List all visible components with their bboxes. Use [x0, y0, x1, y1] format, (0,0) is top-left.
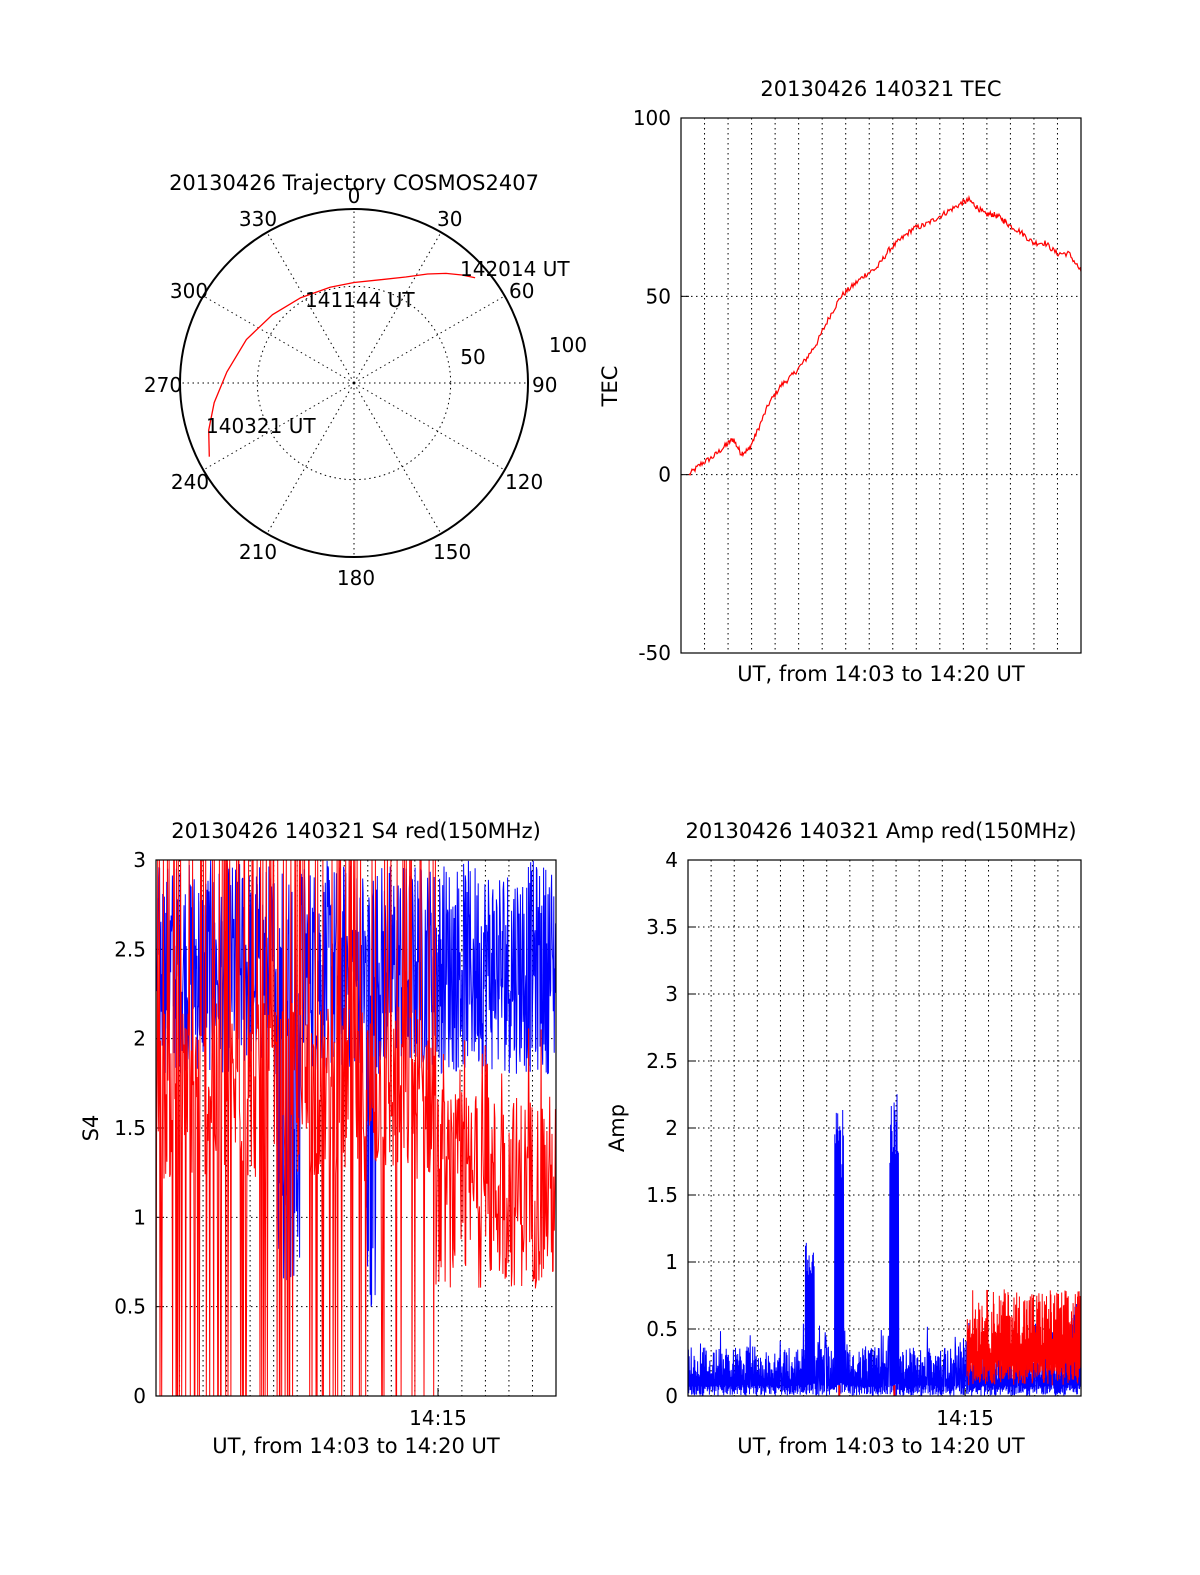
- tec-title: 20130426 140321 TEC: [760, 77, 1001, 101]
- azimuth-label: 210: [239, 540, 277, 564]
- s4-plot-frame: [155, 859, 557, 1397]
- s4-x-label: UT, from 14:03 to 14:20 UT: [212, 1434, 500, 1458]
- polar-spoke: [353, 382, 505, 471]
- s4-y-label: S4: [79, 1115, 103, 1142]
- polar-spoke: [353, 382, 442, 534]
- amp-ytick-label: 3.5: [646, 915, 678, 939]
- amp-ytick-label: 4: [665, 848, 678, 872]
- polar-spoke: [266, 382, 355, 534]
- polar-ring-50: [256, 285, 452, 481]
- s4-ytick-label: 2: [133, 1027, 146, 1051]
- tec-ytick-label: 100: [633, 106, 671, 130]
- amp-x-label: UT, from 14:03 to 14:20 UT: [737, 1434, 1025, 1458]
- s4-ytick-label: 1: [133, 1205, 146, 1229]
- polar-spoke: [203, 382, 355, 471]
- s4-blue-line: [155, 860, 557, 1307]
- azimuth-label: 120: [505, 470, 543, 494]
- amp-y-ticks: 0 0.5 1 1.5 2 2.5 3 3.5 4: [646, 848, 678, 1408]
- azimuth-label: 60: [509, 279, 534, 303]
- s4-xtick-label: 14:15: [409, 1406, 467, 1430]
- amp-ytick-label: 0.5: [646, 1317, 678, 1341]
- azimuth-label: 180: [337, 566, 375, 590]
- amp-blue-line: [687, 1094, 1082, 1397]
- tec-ytick-label: 0: [658, 463, 671, 487]
- polar-azimuth-labels: 0 30 60 90 120 150 180 210 240 270 300 330 50 100: [144, 184, 587, 590]
- tec-line: [688, 194, 1082, 477]
- s4-ytick-label: 0.5: [114, 1295, 146, 1319]
- trajectory-time-label: 141144 UT: [305, 288, 415, 312]
- amp-xtick-label: 14:15: [936, 1406, 994, 1430]
- polar-spoke: [266, 232, 355, 384]
- s4-y-ticks: 0 0.5 1 1.5 2 2.5 3: [114, 848, 146, 1408]
- amp-ytick-label: 2.5: [646, 1049, 678, 1073]
- amp-red-line: [966, 1289, 1082, 1386]
- tec-ytick-label: 50: [646, 284, 671, 308]
- s4-x-ticks: 14:15: [409, 1406, 467, 1430]
- amp-ytick-label: 2: [665, 1116, 678, 1140]
- polar-trajectory-series: [208, 272, 476, 457]
- s4-ytick-label: 1.5: [114, 1116, 146, 1140]
- trajectory-time-label: 142014 UT: [460, 257, 570, 281]
- tec-series: [688, 194, 1082, 477]
- azimuth-label: 270: [144, 373, 182, 397]
- amp-ytick-label: 1.5: [646, 1183, 678, 1207]
- trajectory-time-label: 140321 UT: [206, 414, 316, 438]
- tec-grid: [681, 117, 1081, 654]
- amp-title: 20130426 140321 Amp red(150MHz): [685, 819, 1076, 843]
- s4-ytick-label: 3: [133, 848, 146, 872]
- tec-y-ticks: -50 0 50 100: [633, 106, 671, 665]
- azimuth-label: 30: [437, 207, 462, 231]
- polar-grid: [179, 208, 529, 558]
- amp-panel: 20130426 140321 Amp red(150MHz) 0 0.5 1 1.5…: [605, 819, 1082, 1458]
- polar-spoke: [203, 295, 355, 384]
- azimuth-label: 0: [348, 184, 361, 208]
- tec-y-label: TEC: [598, 366, 622, 408]
- polar-annotations: 142014 UT 141144 UT 140321 UT: [206, 257, 570, 438]
- amp-y-label: Amp: [605, 1104, 629, 1152]
- azimuth-label: 300: [170, 279, 208, 303]
- azimuth-label: 240: [171, 470, 209, 494]
- amp-ytick-label: 1: [665, 1250, 678, 1274]
- azimuth-label: 90: [532, 373, 557, 397]
- amp-series: [687, 1094, 1082, 1397]
- tec-x-label: UT, from 14:03 to 14:20 UT: [737, 662, 1025, 686]
- polar-outer-ring: [179, 208, 529, 558]
- s4-ytick-label: 0: [133, 1384, 146, 1408]
- azimuth-label: 150: [433, 540, 471, 564]
- radial-label: 50: [460, 345, 485, 369]
- amp-ytick-label: 0: [665, 1384, 678, 1408]
- tec-ytick-label: -50: [638, 641, 671, 665]
- azimuth-label: 330: [239, 207, 277, 231]
- s4-panel: 20130426 140321 S4 red(150MHz) 0 0.5 1 1.5 2…: [79, 819, 557, 1458]
- trajectory-title: 20130426 Trajectory COSMOS2407: [169, 171, 539, 195]
- amp-x-ticks: 14:15: [936, 1406, 994, 1430]
- amp-grid: [688, 859, 1081, 1397]
- tec-plot-frame: [680, 117, 1082, 654]
- trajectory-panel: 20130426 Trajectory COSMOS2407 0 30 60 90 12…: [144, 171, 587, 590]
- s4-ytick-label: 2.5: [114, 937, 146, 961]
- radial-label: 100: [549, 333, 587, 357]
- tec-panel: 20130426 140321 TEC -50 0 50 100 UT, from 1…: [598, 77, 1082, 686]
- s4-title: 20130426 140321 S4 red(150MHz): [171, 819, 541, 843]
- polar-spoke: [353, 232, 442, 384]
- polar-spoke: [353, 295, 505, 384]
- s4-series: [155, 859, 557, 1397]
- amp-ytick-label: 3: [665, 982, 678, 1006]
- trajectory-line: [208, 272, 476, 457]
- amp-plot-frame: [687, 859, 1082, 1397]
